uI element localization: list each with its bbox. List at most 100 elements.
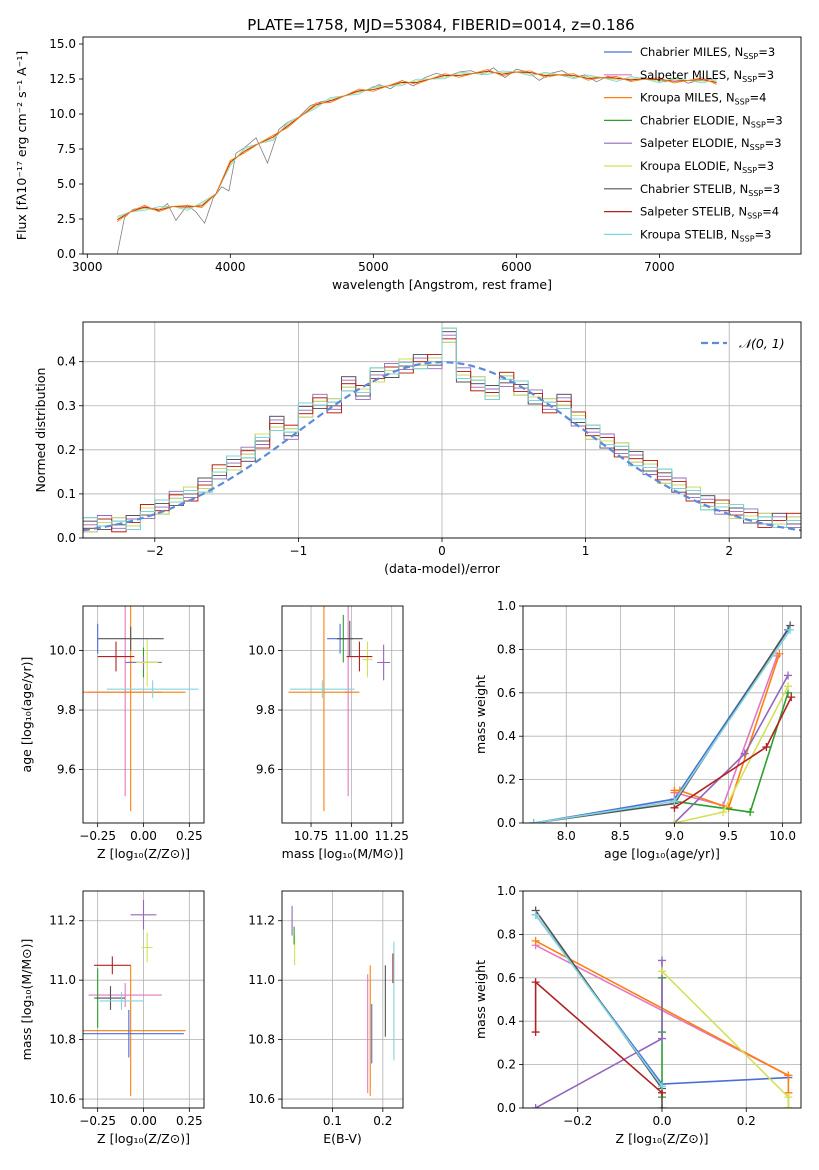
y-tick-label: 9.6 [57, 762, 76, 776]
plot-area [523, 891, 801, 1108]
series-marker-salpeter_elodie [658, 956, 666, 965]
y-tick-label: 10.0 [49, 107, 76, 121]
y-tick-label: 0.2 [497, 1058, 516, 1072]
legend-label-text: Kroupa ELODIE, N [640, 159, 742, 173]
legend-label-tail: =4 [750, 91, 767, 105]
x-tick-label: 0.0 [652, 1114, 671, 1128]
x-axis-label: wavelength [Angstrom, rest frame] [332, 277, 552, 292]
series-marker-kroupa_stelib [786, 625, 795, 634]
legend-label-text: Salpeter MILES, N [640, 68, 742, 82]
x-tick-label: 11.25 [375, 829, 409, 843]
x-tick-label: 0.25 [176, 1114, 203, 1128]
x-tick-label: −2 [146, 544, 164, 558]
y-tick-label: 1.0 [497, 599, 516, 613]
series-line-kroupa_stelib [534, 914, 663, 1087]
plot-frame [82, 605, 205, 824]
y-tick-label: 0.4 [497, 729, 516, 743]
y-tick-label: 0.3 [57, 399, 76, 413]
plot-area [282, 891, 403, 1108]
y-tick-label: 7.5 [57, 142, 76, 156]
legend-label-sub: SSP [750, 143, 765, 152]
x-tick-label: 0.2 [373, 1114, 392, 1128]
legend-label: Chabrier STELIB, NSSP=3 [640, 182, 780, 198]
x-tick-label: 6000 [501, 260, 532, 274]
plot-frame [281, 890, 404, 1109]
legend-label-text: Kroupa STELIB, N [640, 227, 740, 241]
figure-title: PLATE=1758, MJD=53084, FIBERID=0014, z=0… [247, 16, 634, 34]
series-marker-chabrier_elodie [746, 808, 755, 817]
plot-frame [522, 605, 802, 824]
x-tick-label: 0.1 [323, 1114, 342, 1128]
x-axis-label: Z [log₁₀(Z/Z⊙)] [616, 1131, 709, 1146]
legend-label: Salpeter ELODIE, NSSP=3 [640, 136, 782, 152]
panel-residuals: −2 −1 0 1 2 0.0 0.1 0.2 0.3 0.4 (data-model)/error… [33, 321, 802, 576]
plot-area [282, 606, 403, 823]
series-marker-kroupa_elodie [784, 1104, 793, 1108]
x-tick-label: −0.25 [79, 1114, 116, 1128]
y-tick-label: 10.0 [49, 644, 76, 658]
y-axis-label: mass [log₁₀(M/M⊙)] [19, 939, 34, 1061]
x-tick-label: 8.5 [611, 829, 630, 843]
x-tick-label: 0.25 [176, 829, 203, 843]
y-tick-label: 0.0 [57, 247, 76, 261]
series-marker-kroupa_stelib [529, 819, 538, 823]
y-tick-label: 0.1 [57, 487, 76, 501]
y-tick-label: 10.0 [248, 644, 275, 658]
legend-label-sub: SSP [742, 166, 757, 175]
x-axis-label: mass [log₁₀(M/M⊙)] [282, 846, 404, 861]
legend-label: Kroupa ELODIE, NSSP=3 [640, 159, 774, 175]
series-line-chabrier_miles [533, 629, 789, 823]
normal-curve [83, 360, 801, 532]
x-tick-label: 9.5 [719, 829, 738, 843]
x-axis-label: Z [log₁₀(Z/Z⊙)] [97, 846, 190, 861]
legend-label-tail: =3 [757, 68, 774, 82]
legend-label-text: Kroupa MILES, N [640, 91, 735, 105]
y-tick-label: 12.5 [49, 72, 76, 86]
plot-area [83, 606, 204, 823]
series-marker-kroupa_elodie [784, 682, 793, 691]
legend-label-tail: =4 [762, 205, 779, 219]
series-line-salpeter_miles [674, 655, 778, 807]
series-marker-kroupa_miles [775, 649, 784, 658]
series-marker-salpeter_elodie [531, 1104, 540, 1108]
x-axis-label: (data-model)/error [384, 561, 501, 576]
series-marker-kroupa_miles [784, 1071, 793, 1080]
series-marker-salpeter_stelib [787, 693, 796, 702]
series-marker-chabrier_stelib [658, 1104, 666, 1108]
y-tick-label: 10.6 [49, 1092, 76, 1106]
y-tick-label: 0.6 [497, 971, 516, 985]
legend-label-sub: SSP [742, 75, 757, 84]
x-tick-label: 10.0 [769, 829, 796, 843]
legend-label-text: Chabrier MILES, N [640, 45, 743, 59]
series-line-kroupa_elodie [661, 970, 790, 1108]
y-tick-label: 9.8 [256, 703, 275, 717]
y-tick-label: 0.0 [57, 531, 76, 545]
legend-label-text: Chabrier STELIB, N [640, 182, 748, 196]
y-tick-label: 9.6 [256, 762, 275, 776]
panel-age_vs_mass: 10.75 11.00 11.25 9.6 9.8 10.0 mass [log₁₀(M/M… [248, 605, 409, 861]
legend-label-sub: SSP [743, 52, 758, 61]
panel-weight_vs_z: −0.2 0.0 0.2 0.0 0.2 0.4 0.6 0.8 1.0 Z [log₁₀(Z/Z… [473, 884, 802, 1146]
x-axis-label: Z [log₁₀(Z/Z⊙)] [97, 1131, 190, 1146]
series-marker-salpeter_elodie [658, 1034, 666, 1043]
series-marker-kroupa_elodie [719, 808, 728, 817]
x-tick-label: 9.0 [665, 829, 684, 843]
legend-label: Chabrier ELODIE, NSSP=3 [640, 113, 783, 129]
x-tick-label: 0.00 [130, 1114, 157, 1128]
x-tick-label: −0.25 [79, 829, 116, 843]
legend-label: Salpeter MILES, NSSP=3 [640, 68, 774, 84]
y-tick-label: 0.0 [497, 1101, 516, 1115]
y-axis-label: mass weight [473, 960, 488, 1039]
x-tick-label: 0 [438, 544, 446, 558]
series-line-kroupa_miles [674, 653, 781, 809]
x-tick-label: 0.00 [130, 829, 157, 843]
legend-label: Kroupa STELIB, NSSP=3 [640, 227, 771, 243]
plot-frame [522, 890, 802, 1109]
panel-mass_vs_ebv: 0.1 0.2 10.6 10.8 11.0 11.2 E(B-V) [248, 890, 404, 1146]
y-tick-label: 10.8 [49, 1033, 76, 1047]
series-marker-salpeter_elodie [740, 749, 749, 758]
legend-label-text: Chabrier ELODIE, N [640, 113, 751, 127]
y-tick-label: 11.0 [49, 973, 76, 987]
y-tick-label: 0.4 [57, 355, 76, 369]
y-tick-label: 0.8 [497, 927, 516, 941]
